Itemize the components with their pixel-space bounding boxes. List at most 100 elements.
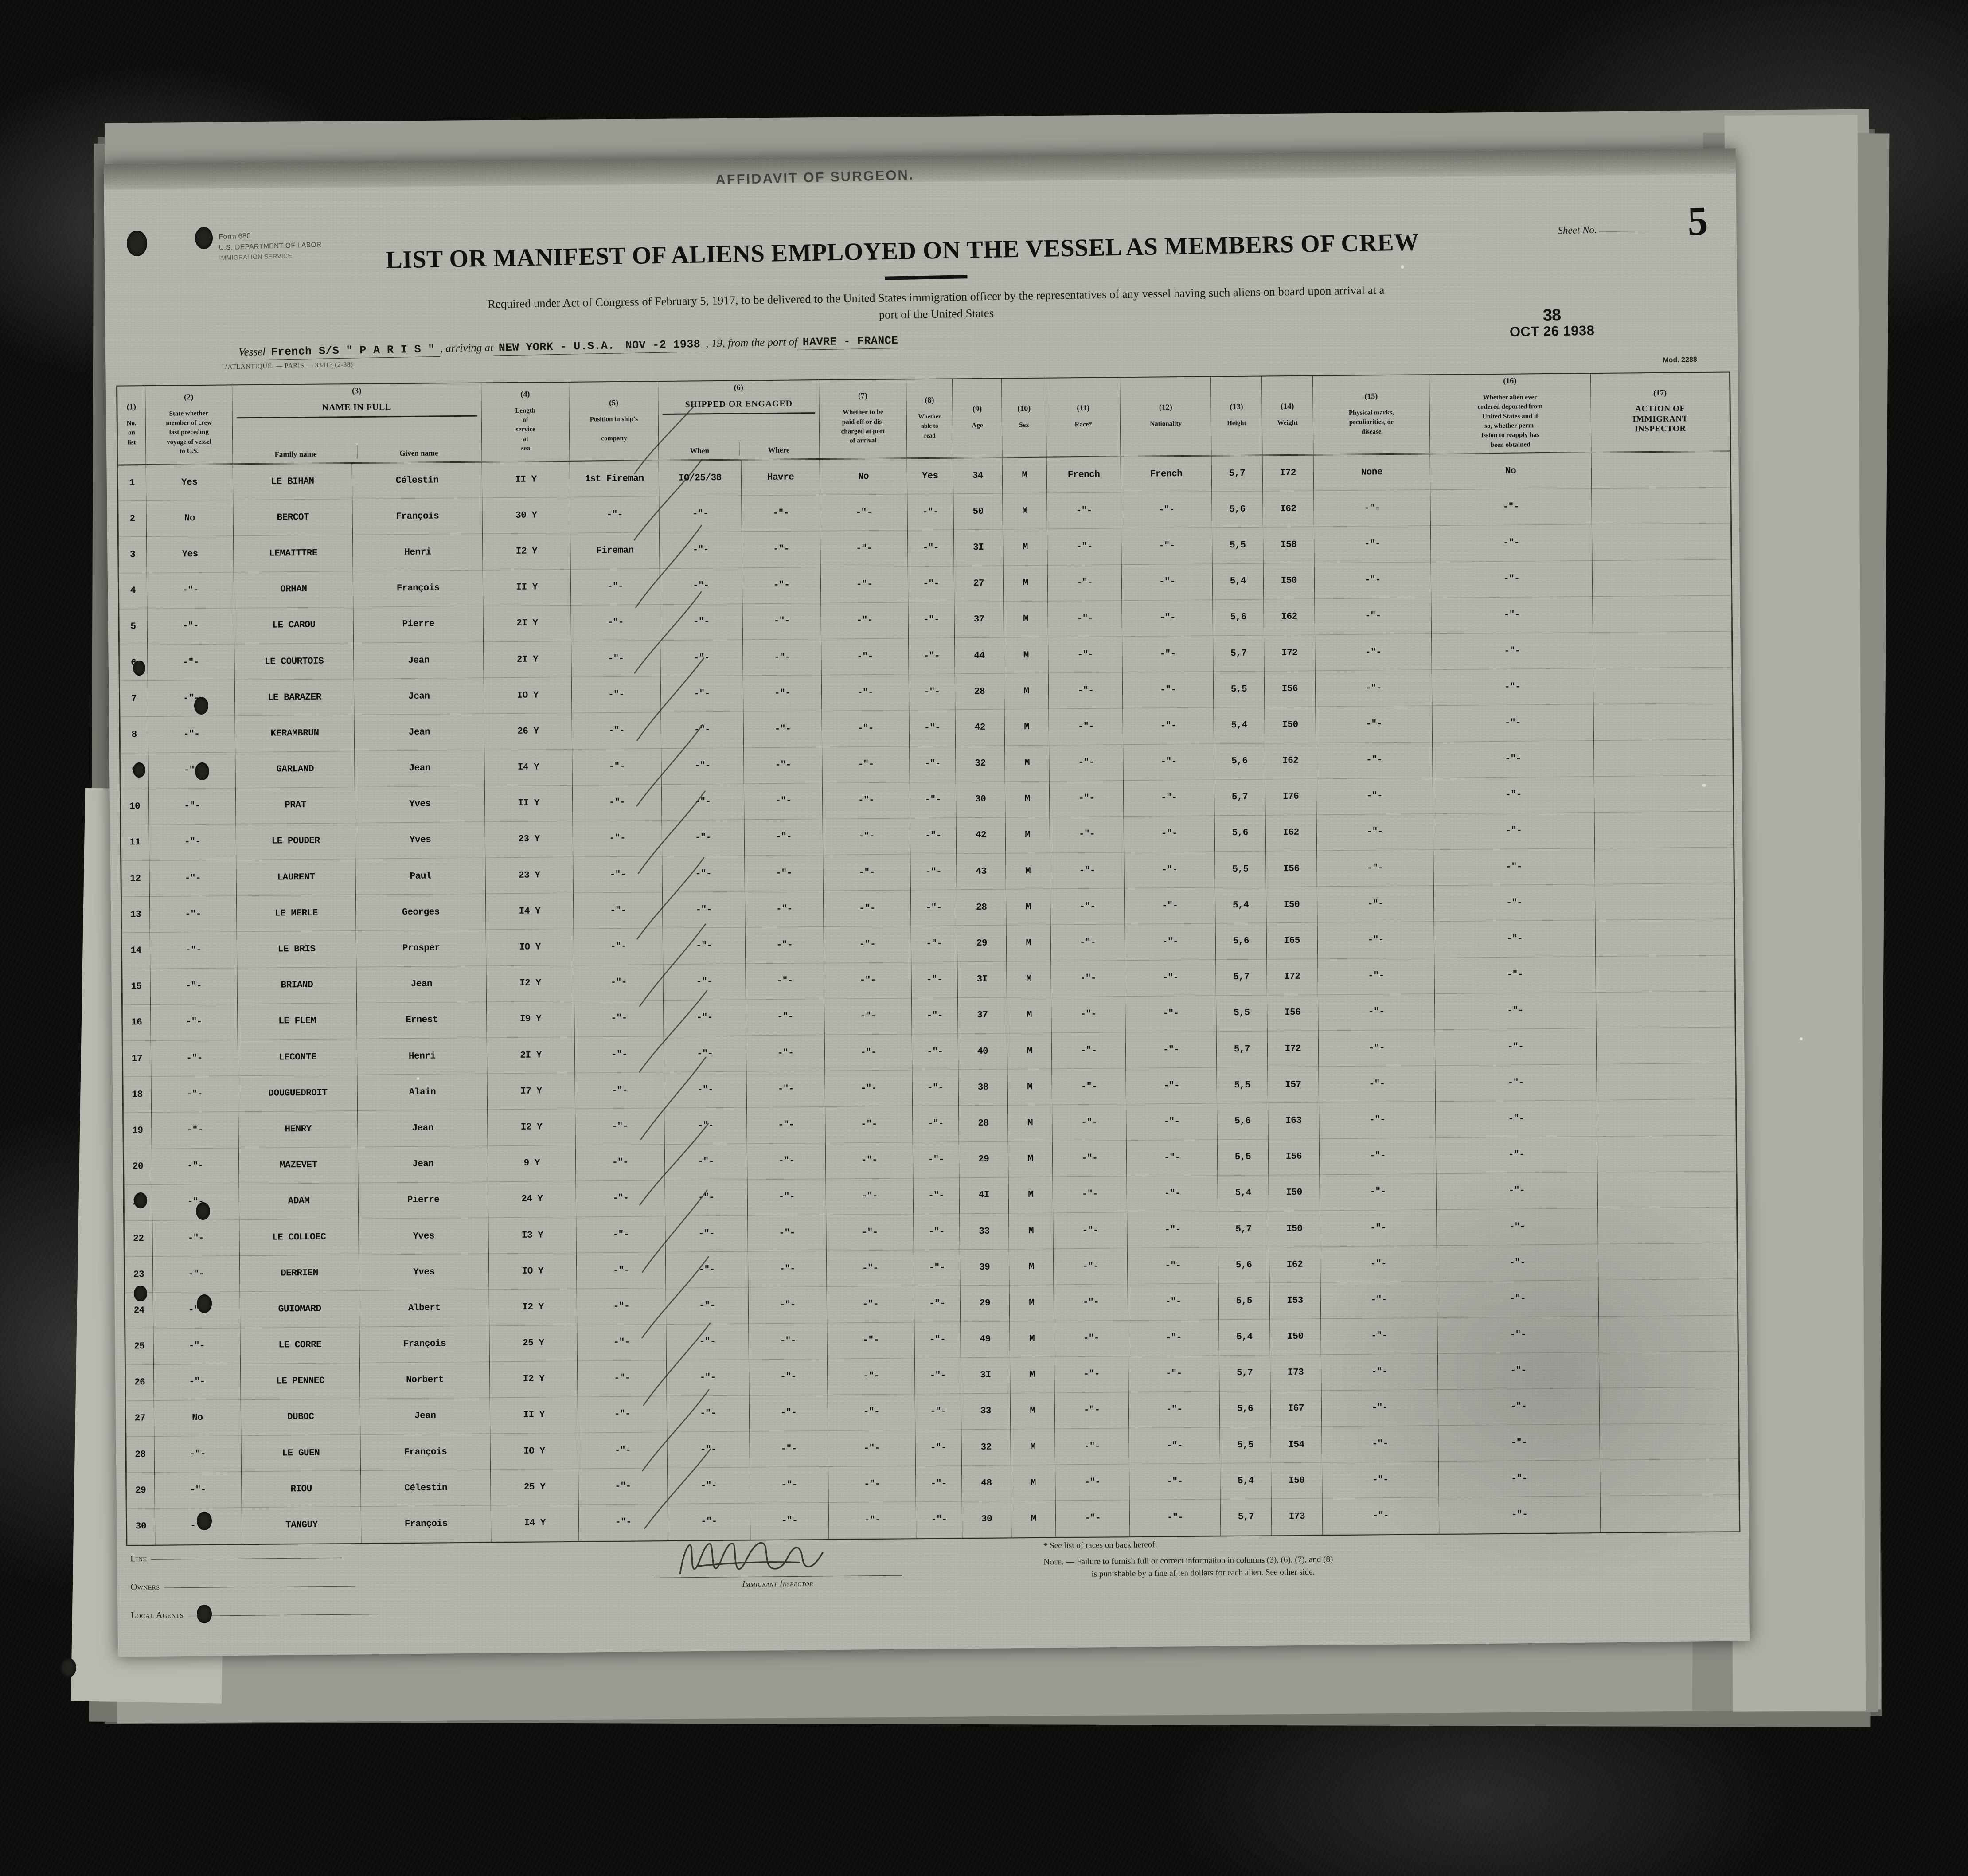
- cell-shipped-where: -"-: [745, 926, 824, 964]
- cell-inspector-action: [1599, 1423, 1739, 1460]
- cell-age: 3I: [953, 529, 1004, 566]
- cell-length-of-service: IO Y: [490, 1433, 578, 1470]
- cell-height: 5,6: [1212, 599, 1264, 636]
- cell-length-of-service: 23 Y: [484, 821, 574, 858]
- cell-row-number: 4: [119, 573, 147, 609]
- cell-able-to-read: -"-: [915, 1501, 963, 1538]
- cell-height: 5,6: [1215, 923, 1267, 960]
- cell-shipped-where: -"-: [742, 639, 822, 676]
- cell-nationality: -"-: [1128, 1283, 1219, 1321]
- cell-sex: M: [1005, 781, 1050, 817]
- cell-shipped-when: -"-: [666, 1359, 749, 1396]
- cell-nationality: -"-: [1122, 599, 1213, 637]
- owners-input-rule[interactable]: [164, 1586, 355, 1588]
- cell-shipped-where: -"-: [743, 675, 822, 712]
- cell-age: 27: [954, 565, 1004, 602]
- col-label-able-to-read: Whether able to read: [918, 413, 941, 439]
- cell-physical-marks: -"-: [1317, 885, 1434, 923]
- cell-shipped-where: -"-: [747, 1215, 827, 1252]
- cell-position-in-ship: -"-: [572, 712, 661, 749]
- cell-previous-voyage: -"-: [151, 1112, 239, 1149]
- cell-height: 5,5: [1216, 995, 1268, 1032]
- cell-row-number: 2: [118, 500, 147, 537]
- cell-inspector-action: [1595, 991, 1735, 1028]
- cell-length-of-service: I7 Y: [487, 1073, 575, 1110]
- col-label-previous-voyage: State whether member of crew last preced…: [166, 410, 212, 455]
- cell-family-name: BERCOT: [233, 499, 353, 536]
- col-label-paid-off-discharged: Whether to be paid off or dis- charged a…: [841, 409, 885, 445]
- col-header-action-of-inspector: (17) ACTION OF IMMIGRANT INSPECTOR: [1590, 372, 1730, 453]
- line-input-rule[interactable]: [151, 1557, 342, 1560]
- cell-nationality: -"-: [1125, 959, 1216, 997]
- cell-weight: I73: [1271, 1498, 1323, 1535]
- cell-race: -"-: [1050, 816, 1124, 853]
- cell-shipped-when: -"-: [663, 999, 746, 1036]
- cell-weight: I50: [1263, 563, 1315, 599]
- cell-ever-deported: -"-: [1432, 668, 1593, 706]
- cell-age: 4I: [959, 1177, 1009, 1214]
- cell-physical-marks: -"-: [1320, 1282, 1437, 1319]
- cell-able-to-read: -"-: [914, 1321, 961, 1358]
- cell-shipped-when: -"-: [661, 819, 745, 856]
- cell-given-name: Jean: [358, 1110, 488, 1147]
- cell-height: 5,4: [1215, 887, 1266, 924]
- cell-ever-deported: -"-: [1431, 596, 1593, 634]
- cell-sex: M: [1003, 565, 1048, 602]
- dust-speck: [1800, 1037, 1803, 1040]
- cell-length-of-service: 23 Y: [485, 857, 574, 894]
- local-agents-field: Local Agents: [131, 1608, 379, 1621]
- cell-weight: I72: [1267, 1030, 1319, 1067]
- cell-sex: M: [1007, 1105, 1053, 1141]
- cell-family-name: ORHAN: [234, 571, 354, 608]
- cell-height: 5,5: [1213, 671, 1265, 708]
- cell-sex: M: [1007, 1069, 1052, 1106]
- cell-shipped-when: -"-: [664, 1143, 747, 1180]
- cell-race: -"-: [1053, 1248, 1128, 1285]
- cell-physical-marks: -"-: [1316, 742, 1433, 779]
- cell-shipped-when: -"-: [660, 676, 743, 712]
- cell-race: -"-: [1050, 852, 1125, 889]
- cell-age: 44: [954, 637, 1004, 674]
- cell-inspector-action: [1599, 1459, 1739, 1497]
- cell-weight: I50: [1266, 887, 1317, 923]
- cell-weight: I62: [1265, 743, 1316, 779]
- cell-able-to-read: -"-: [913, 1141, 960, 1178]
- cell-shipped-where: -"-: [745, 963, 824, 1000]
- cell-physical-marks: -"-: [1320, 1317, 1438, 1355]
- cell-able-to-read: -"-: [910, 817, 957, 854]
- cell-paid-off: -"-: [827, 1322, 915, 1359]
- note-body-line-1: — Failure to furnish full or correct inf…: [1066, 1555, 1333, 1567]
- col-number-6: (6): [734, 383, 743, 392]
- cell-height: 5,5: [1217, 1139, 1269, 1176]
- cell-weight: I63: [1268, 1102, 1320, 1139]
- cell-shipped-where: -"-: [748, 1251, 827, 1288]
- cell-previous-voyage: -"-: [150, 1040, 238, 1077]
- cell-ever-deported: -"-: [1438, 1460, 1600, 1498]
- cell-age: 30: [962, 1501, 1011, 1538]
- form-footer: Line Owners Local Agents Immigrant Inspe…: [117, 1535, 1750, 1652]
- cell-paid-off: -"-: [822, 710, 910, 747]
- cell-row-number: 5: [119, 609, 148, 645]
- cell-weight: I67: [1270, 1390, 1322, 1427]
- cell-race: -"-: [1054, 1428, 1129, 1465]
- cell-previous-voyage: -"-: [153, 1364, 241, 1401]
- cell-able-to-read: -"-: [911, 961, 958, 998]
- cell-nationality: -"-: [1121, 528, 1213, 565]
- cell-inspector-action: [1597, 1171, 1737, 1208]
- cell-shipped-where: -"-: [749, 1395, 828, 1432]
- local-agents-input-rule[interactable]: [187, 1614, 379, 1617]
- col-header-length-of-service: (4) Length of service at sea: [481, 382, 570, 462]
- cell-length-of-service: I2 Y: [482, 533, 571, 570]
- cell-inspector-action: [1593, 775, 1733, 813]
- cell-position-in-ship: -"-: [573, 892, 663, 929]
- cell-race: -"-: [1051, 1032, 1126, 1069]
- cell-physical-marks: -"-: [1315, 633, 1432, 671]
- cell-inspector-action: [1598, 1315, 1738, 1352]
- cell-sex: M: [1002, 457, 1047, 494]
- cell-inspector-action: [1597, 1243, 1737, 1280]
- cell-ever-deported: -"-: [1437, 1280, 1599, 1318]
- col-number-14: (14): [1281, 402, 1294, 411]
- cell-paid-off: -"-: [828, 1502, 916, 1539]
- cell-paid-off: -"-: [825, 1106, 913, 1143]
- cell-length-of-service: I2 Y: [486, 965, 574, 1002]
